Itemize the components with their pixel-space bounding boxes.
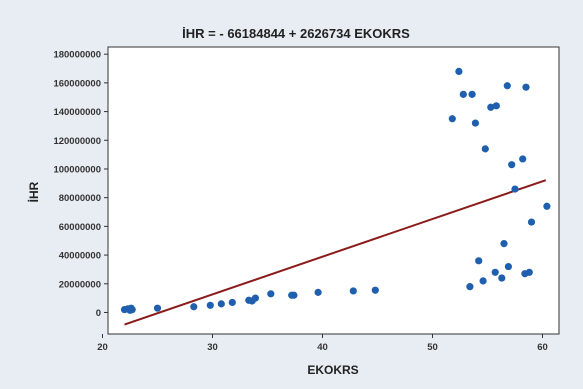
data-point	[504, 262, 512, 271]
data-point	[349, 287, 357, 295]
x-tick-label: 20	[97, 342, 108, 353]
x-tick-label: 30	[207, 342, 218, 353]
y-tick-label: 60000000	[59, 222, 101, 233]
data-point	[500, 239, 508, 248]
data-point	[314, 288, 322, 296]
data-point	[217, 300, 225, 308]
y-tick-label: 80000000	[59, 193, 101, 204]
y-tick-label: 40000000	[59, 251, 101, 262]
data-point	[519, 155, 527, 163]
data-point	[228, 298, 236, 307]
data-point	[503, 82, 511, 90]
regression-fit-line	[124, 179, 547, 326]
y-tick-label: 20000000	[59, 279, 101, 290]
data-point	[479, 277, 487, 285]
plot-area	[107, 46, 560, 335]
y-tick-label: 180000000	[53, 50, 101, 61]
data-point	[527, 218, 536, 226]
data-point	[466, 283, 474, 291]
x-axis-ticks: 20 30 40 50 60	[97, 334, 548, 353]
data-point	[153, 304, 162, 312]
y-tick-label: 160000000	[53, 78, 101, 89]
data-point	[475, 257, 483, 265]
y-tick-label: 100000000	[53, 164, 101, 175]
data-point	[455, 67, 463, 75]
fit-line-layer	[124, 179, 547, 326]
y-tick-label: 120000000	[53, 136, 101, 147]
x-tick-label: 50	[427, 342, 438, 353]
data-point	[251, 294, 259, 302]
data-point	[267, 290, 275, 298]
data-point	[543, 202, 551, 210]
y-axis-ticks: 0 20000000 40000000 60000000 80000000 1000000…	[53, 50, 108, 319]
x-tick-label: 40	[317, 342, 328, 353]
y-axis-label: İHR	[26, 181, 41, 202]
data-point	[206, 301, 214, 309]
data-point	[491, 268, 499, 276]
data-point	[371, 286, 379, 294]
data-point	[459, 90, 467, 98]
data-point	[481, 145, 489, 153]
x-axis-label: EKOKRS	[307, 363, 358, 377]
data-point	[468, 90, 476, 98]
data-point	[508, 161, 516, 169]
data-points	[120, 67, 551, 314]
data-point	[487, 103, 495, 111]
y-tick-label: 140000000	[53, 107, 101, 118]
data-point	[290, 291, 298, 299]
y-tick-label: 0	[96, 308, 101, 319]
chart-title: İHR = - 66184844 + 2626734 EKOKRS	[182, 26, 410, 41]
data-point	[448, 115, 456, 123]
data-point	[522, 83, 530, 91]
x-tick-label: 60	[537, 342, 548, 353]
data-point	[525, 268, 533, 276]
data-point	[128, 306, 136, 314]
data-point	[471, 119, 479, 127]
data-point	[511, 185, 519, 193]
data-point	[492, 102, 500, 110]
data-point	[190, 303, 198, 311]
data-point	[498, 274, 506, 282]
